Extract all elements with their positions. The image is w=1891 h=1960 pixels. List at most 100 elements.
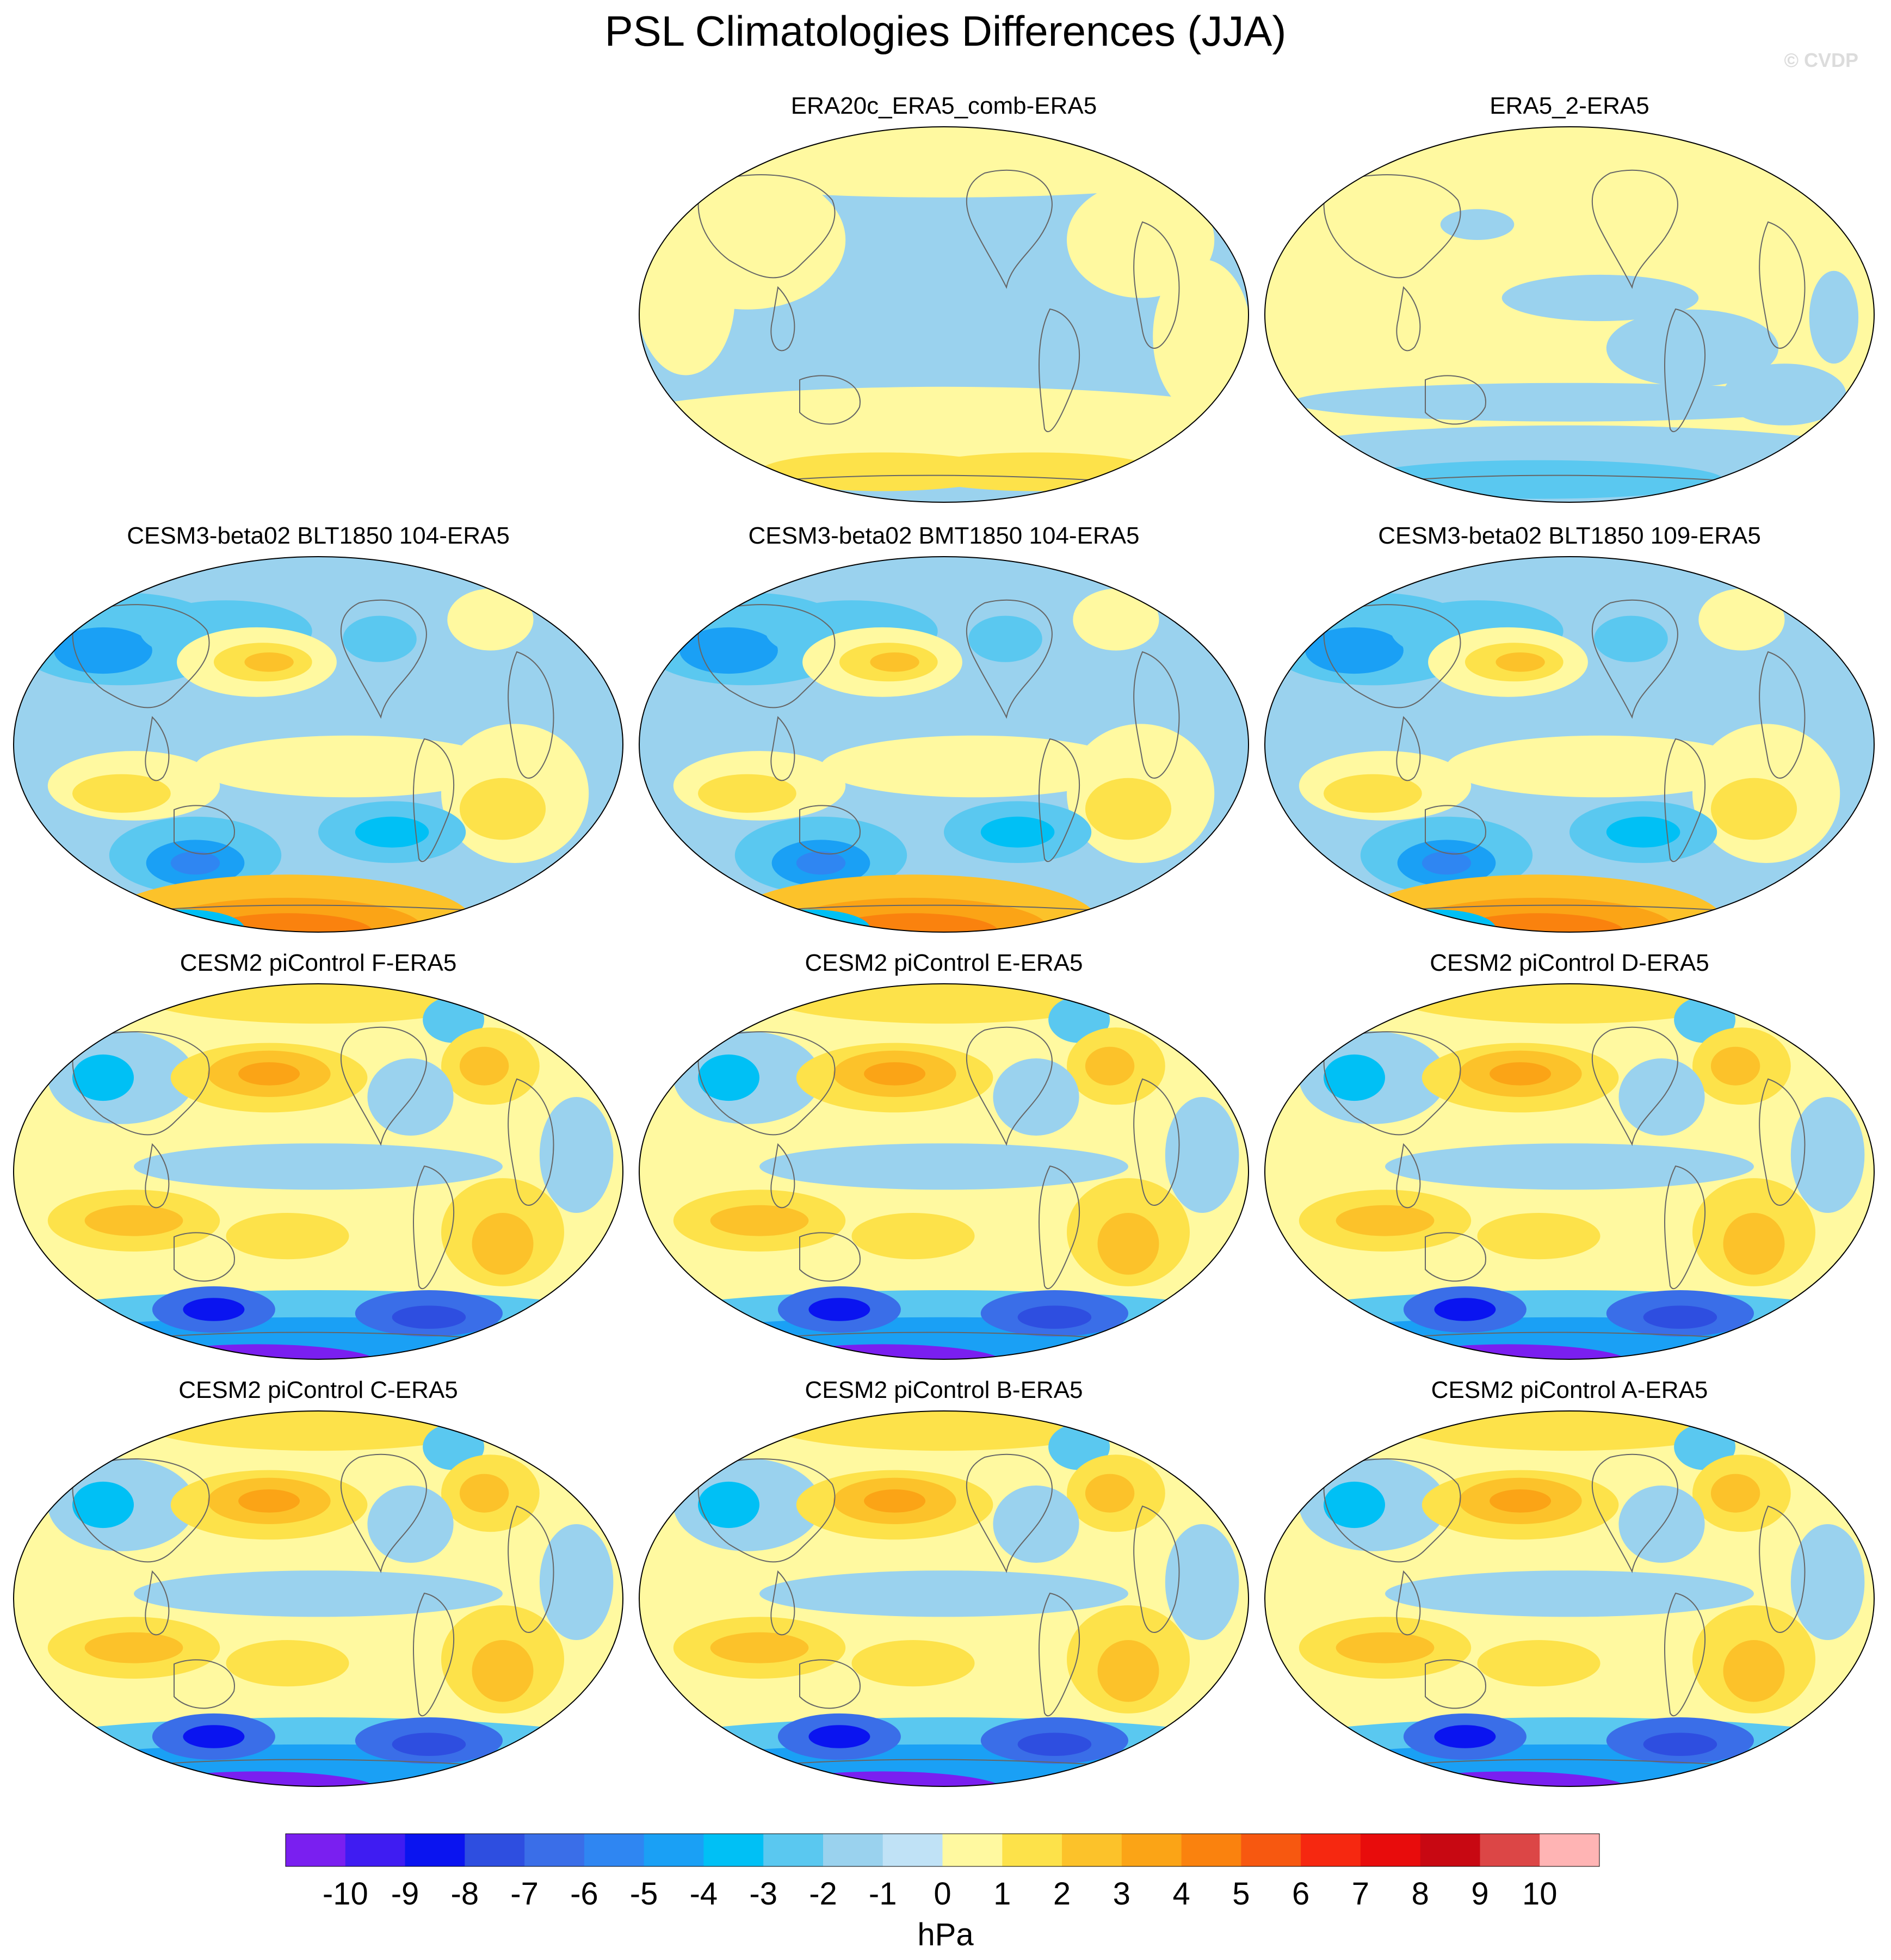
panel-title: CESM3-beta02 BLT1850 109-ERA5 bbox=[1378, 522, 1761, 549]
contour-region bbox=[134, 1411, 503, 1451]
contour-region bbox=[1606, 309, 1779, 387]
contour-region bbox=[796, 851, 846, 875]
contour-region bbox=[1477, 1640, 1600, 1687]
contour-region bbox=[808, 1725, 870, 1748]
panel-title: CESM2 piControl C-ERA5 bbox=[178, 1377, 458, 1403]
contour-region bbox=[968, 615, 1042, 662]
coastline bbox=[1664, 308, 1706, 433]
contour-region bbox=[1809, 270, 1859, 364]
contour-region bbox=[134, 1143, 503, 1190]
contour-region bbox=[459, 1046, 509, 1086]
colorbar-bin bbox=[1420, 1834, 1480, 1866]
contour-region bbox=[1434, 1725, 1496, 1748]
contour-region bbox=[710, 1632, 809, 1663]
map-field bbox=[1264, 126, 1875, 503]
colorbar-tick-label: -8 bbox=[451, 1876, 479, 1912]
map-field bbox=[13, 556, 623, 933]
coastline bbox=[72, 604, 210, 708]
contour-region bbox=[1698, 588, 1785, 651]
colorbar-tick-label: 10 bbox=[1522, 1876, 1558, 1912]
coastline bbox=[1664, 738, 1706, 862]
colorbar-tick-label: 6 bbox=[1292, 1876, 1309, 1912]
colorbar-bin bbox=[703, 1834, 764, 1866]
colorbar-tick-label: -6 bbox=[570, 1876, 598, 1912]
coastline bbox=[1591, 599, 1678, 719]
contour-region bbox=[244, 652, 294, 672]
map-field bbox=[1264, 983, 1875, 1360]
contour-region bbox=[14, 1317, 623, 1359]
coastline bbox=[1664, 1165, 1706, 1290]
coastline bbox=[72, 1458, 210, 1563]
colorbar-bin bbox=[405, 1834, 465, 1866]
colorbar-tick-label: 4 bbox=[1172, 1876, 1190, 1912]
contour-region bbox=[851, 1640, 975, 1687]
map-outline bbox=[1264, 1410, 1875, 1787]
colorbar-bin bbox=[1181, 1834, 1241, 1866]
colorbar-tick-label: 3 bbox=[1113, 1876, 1130, 1912]
contour-region bbox=[134, 1570, 503, 1617]
contour-region bbox=[1073, 588, 1159, 651]
colorbar-bin bbox=[823, 1834, 883, 1866]
contour-region bbox=[864, 1489, 926, 1513]
figure-title: PSL Climatologies Differences (JJA) bbox=[604, 7, 1287, 55]
panel-title: CESM3-beta02 BMT1850 104-ERA5 bbox=[748, 522, 1140, 549]
contour-region bbox=[698, 1054, 759, 1101]
panel-title: ERA20c_ERA5_comb-ERA5 bbox=[790, 93, 1097, 119]
colorbar-tick-label: 0 bbox=[934, 1876, 951, 1912]
map-panel: ERA5_2-ERA5 bbox=[1262, 93, 1877, 517]
colorbar-tick-label: 1 bbox=[993, 1876, 1011, 1912]
coastline bbox=[508, 1078, 554, 1206]
contour-region bbox=[201, 913, 374, 932]
coastline bbox=[1425, 375, 1486, 425]
contour-region bbox=[238, 1489, 300, 1513]
colorbar-tick-label: -10 bbox=[323, 1876, 368, 1912]
coastline bbox=[1591, 1026, 1678, 1147]
coastline bbox=[1039, 1165, 1080, 1290]
contour-region bbox=[72, 1481, 134, 1528]
map-panel: CESM3-beta02 BLT1850 104-ERA5 bbox=[11, 522, 626, 947]
contour-region bbox=[1085, 778, 1172, 840]
contour-region bbox=[808, 1298, 870, 1321]
contour-region bbox=[1422, 851, 1472, 875]
contour-region bbox=[472, 1213, 534, 1275]
contour-region bbox=[1723, 1640, 1785, 1702]
map-field bbox=[639, 983, 1249, 1360]
contour-region bbox=[759, 1143, 1128, 1190]
contour-region bbox=[639, 386, 1249, 480]
coastline bbox=[1425, 805, 1486, 855]
coastline bbox=[340, 599, 427, 719]
contour-region bbox=[1710, 1046, 1760, 1086]
contour-region bbox=[870, 652, 919, 672]
colorbar-bin bbox=[1540, 1834, 1600, 1866]
map-panel: CESM3-beta02 BLT1850 109-ERA5 bbox=[1262, 522, 1877, 947]
contour-region bbox=[1618, 1058, 1705, 1136]
contour-region bbox=[827, 913, 999, 932]
contour-region bbox=[183, 1725, 245, 1748]
map-outline bbox=[13, 983, 623, 1360]
colorbar-bin bbox=[1121, 1834, 1182, 1866]
contour-region bbox=[539, 1524, 614, 1640]
coastline bbox=[413, 1165, 455, 1290]
contour-region bbox=[851, 1213, 975, 1260]
contour-region bbox=[759, 1570, 1128, 1617]
contour-region bbox=[698, 774, 796, 813]
coastline bbox=[799, 805, 861, 855]
colorbar-units: hPa bbox=[917, 1917, 974, 1952]
coastline bbox=[413, 738, 455, 862]
contour-region bbox=[1385, 1570, 1754, 1617]
map-field bbox=[1264, 1410, 1875, 1787]
colorbar-bin bbox=[286, 1834, 346, 1866]
map-outline bbox=[639, 126, 1249, 503]
coastline bbox=[1039, 1592, 1080, 1717]
contour-region bbox=[1017, 1305, 1092, 1329]
panel-title: CESM2 piControl B-ERA5 bbox=[805, 1377, 1083, 1403]
map-outline bbox=[1264, 983, 1875, 1360]
contour-region bbox=[54, 627, 152, 674]
contour-region bbox=[183, 1298, 245, 1321]
contour-region bbox=[1790, 1097, 1865, 1213]
map-field bbox=[1264, 556, 1875, 933]
coastline bbox=[508, 651, 554, 779]
coastline bbox=[697, 1031, 836, 1136]
map-outline bbox=[639, 983, 1249, 1360]
colorbar-tick-label: -2 bbox=[809, 1876, 837, 1912]
